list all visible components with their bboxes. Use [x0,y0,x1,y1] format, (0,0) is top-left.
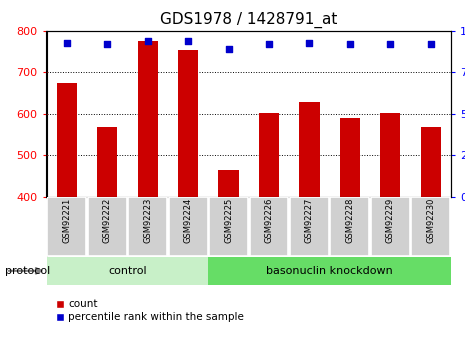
Bar [219,170,239,197]
Point [144,38,151,44]
FancyBboxPatch shape [46,257,208,285]
Text: GSM92229: GSM92229 [386,198,395,243]
Text: GSM92222: GSM92222 [103,198,112,243]
FancyBboxPatch shape [290,197,329,256]
Point [184,38,192,44]
Bar [421,127,441,197]
FancyBboxPatch shape [331,197,369,256]
Text: protocol: protocol [5,266,50,276]
Text: GSM92225: GSM92225 [224,198,233,243]
Bar [299,102,319,197]
Text: GSM92230: GSM92230 [426,198,435,243]
Text: control: control [108,266,147,276]
Point [306,40,313,46]
Point [103,41,111,47]
Point [427,41,434,47]
Text: GSM92224: GSM92224 [184,198,193,243]
Point [63,40,70,46]
Point [225,47,232,52]
FancyBboxPatch shape [371,197,410,256]
FancyBboxPatch shape [209,197,248,256]
Point [386,41,394,47]
Bar [97,127,117,197]
FancyBboxPatch shape [169,197,207,256]
FancyBboxPatch shape [47,197,86,256]
Bar [138,41,158,197]
Bar [178,50,198,197]
Point [346,41,353,47]
Bar [380,113,400,197]
Point [265,41,272,47]
Text: GSM92228: GSM92228 [345,198,354,243]
Title: GDS1978 / 1428791_at: GDS1978 / 1428791_at [160,12,338,28]
FancyBboxPatch shape [128,197,167,256]
FancyBboxPatch shape [250,197,288,256]
Bar [57,83,77,197]
Text: GSM92223: GSM92223 [143,198,152,243]
Bar [340,118,360,197]
FancyBboxPatch shape [208,257,451,285]
Bar [259,113,279,197]
Text: GSM92227: GSM92227 [305,198,314,243]
Text: GSM92226: GSM92226 [265,198,273,243]
FancyBboxPatch shape [412,197,450,256]
Text: basonuclin knockdown: basonuclin knockdown [266,266,393,276]
FancyBboxPatch shape [88,197,126,256]
Legend: count, percentile rank within the sample: count, percentile rank within the sample [52,295,248,326]
Text: GSM92221: GSM92221 [62,198,71,243]
